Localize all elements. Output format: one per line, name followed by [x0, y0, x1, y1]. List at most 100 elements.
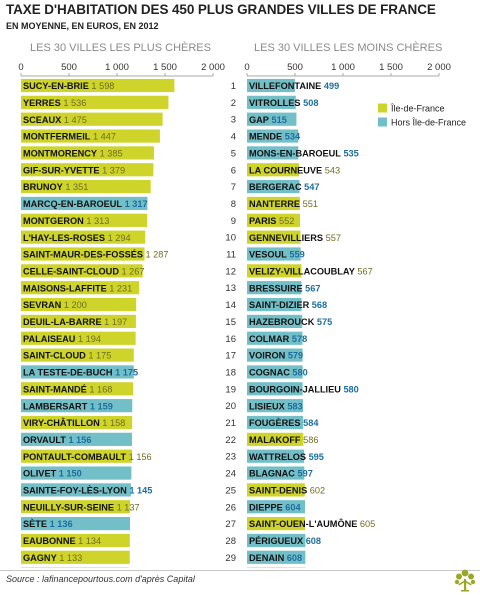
- right-bar-label: GAP 515: [249, 115, 287, 125]
- value-label: 567: [357, 266, 372, 276]
- city-name: VOIRON: [249, 351, 286, 361]
- left-bar-label: SAINTE-FOY-LÈS-LYON 1 145: [23, 485, 152, 496]
- right-bar: [247, 129, 299, 143]
- rank-number: 6: [231, 165, 236, 176]
- value-label: 1 536: [63, 98, 86, 108]
- value-label: 543: [325, 165, 340, 175]
- right-bar-label: SAINT-OUEN-L'AUMÔNE 605: [249, 518, 375, 529]
- city-name: LA TESTE-DE-BUCH: [23, 368, 113, 378]
- right-bar-label: PARIS 552: [249, 216, 294, 226]
- left-bar-label: SCEAUX 1 475: [23, 115, 87, 125]
- value-label: 608: [306, 536, 321, 546]
- rank-number: 2: [231, 98, 236, 109]
- value-label: 575: [317, 317, 332, 327]
- left-bar-label: VIRY-CHÂTILLON 1 158: [23, 417, 125, 428]
- city-name: SAINT-DENIS: [249, 486, 307, 496]
- legend-label: Hors Île-de-France: [391, 118, 466, 128]
- city-name: SAINT-OUEN-L'AUMÔNE: [249, 518, 357, 529]
- right-bar-label: SAINT-DENIS 602: [249, 486, 325, 496]
- rank-number: 7: [231, 182, 236, 193]
- value-label: 559: [289, 250, 304, 260]
- city-name: SÈTE: [23, 518, 47, 529]
- right-bar-label: SAINT-DIZIER 568: [249, 300, 327, 310]
- city-name: SAINTE-FOY-LÈS-LYON: [23, 485, 127, 496]
- value-label: 595: [309, 452, 324, 462]
- city-name: MALAKOFF: [249, 435, 301, 445]
- right-bar: [247, 432, 304, 446]
- left-bar-label: SEVRAN 1 200: [23, 300, 87, 310]
- right-bar: [247, 517, 306, 531]
- city-name: LAMBERSART: [23, 401, 88, 411]
- city-name: GIF-SUR-YVETTE: [23, 165, 100, 175]
- left-x-tick-label: 1 500: [153, 62, 177, 73]
- right-bar: [247, 466, 305, 480]
- value-label: 1 145: [129, 486, 152, 496]
- city-name: VIRY-CHÂTILLON: [23, 417, 100, 428]
- right-bar: [247, 180, 300, 194]
- city-name: SAINT-DIZIER: [249, 300, 310, 310]
- source-note: Source : lafinancepourtous.com d'après C…: [6, 574, 195, 584]
- left-bar: [21, 466, 132, 480]
- value-label: 579: [288, 351, 303, 361]
- city-name: LA COURNEUVE: [249, 165, 322, 175]
- left-bar-label: DEUIL-LA-BARRE 1 197: [23, 317, 127, 327]
- left-bar: [21, 78, 175, 93]
- rank-number: 9: [231, 216, 236, 227]
- rank-number: 1: [231, 81, 236, 92]
- right-bar-label: COLMAR 578: [249, 334, 307, 344]
- right-bar-label: GENNEVILLIERS 557: [249, 233, 341, 243]
- right-bar: [247, 264, 302, 278]
- value-label: 499: [324, 81, 339, 91]
- right-bar: [247, 146, 299, 160]
- left-bar: [21, 129, 160, 143]
- value-label: 578: [292, 334, 307, 344]
- left-bar: [21, 517, 131, 531]
- city-name: MONS-EN-BAROEUL: [249, 149, 341, 159]
- city-name: SAINT-CLOUD: [23, 351, 86, 361]
- right-x-tick-label: 0: [244, 62, 249, 73]
- value-label: 1 137: [117, 502, 140, 512]
- rank-number: 21: [225, 418, 236, 429]
- city-name: NEUILLY-SUR-SEINE: [23, 502, 114, 512]
- value-label: 1 379: [102, 165, 125, 175]
- city-name: BRESSUIRE: [249, 283, 303, 293]
- city-name: VILLEFONTAINE: [249, 81, 321, 91]
- left-bar-label: ORVAULT 1 156: [23, 435, 91, 445]
- city-name: ORVAULT: [23, 435, 66, 445]
- tree-icon: [454, 569, 476, 592]
- city-name: LISIEUX: [249, 401, 286, 411]
- value-label: 557: [326, 233, 341, 243]
- left-x-tick-label: 1 000: [105, 62, 129, 73]
- rank-number: 11: [226, 250, 236, 261]
- value-label: 580: [292, 368, 307, 378]
- city-name: MONTFERMEIL: [23, 132, 91, 142]
- left-bar-label: SAINT-MANDÉ 1 168: [23, 383, 112, 394]
- right-bar: [247, 449, 305, 463]
- value-label: 1 150: [59, 469, 82, 479]
- city-name: BERGERAC: [249, 182, 302, 192]
- right-bar-label: PÉRIGUEUX 608: [249, 535, 321, 546]
- left-bar-label: LA TESTE-DE-BUCH 1 175: [23, 368, 138, 378]
- value-label: 602: [310, 486, 325, 496]
- value-label: 604: [285, 502, 301, 512]
- value-label: 568: [312, 300, 327, 310]
- city-name: SCEAUX: [23, 115, 62, 125]
- left-bar: [21, 432, 132, 446]
- left-bar-label: LAMBERSART 1 159: [23, 401, 113, 411]
- left-bar: [21, 196, 148, 211]
- city-name: GENNEVILLIERS: [249, 233, 323, 243]
- right-bar: [247, 365, 303, 379]
- value-label: 1 317: [125, 199, 148, 209]
- rank-number: 25: [225, 485, 236, 496]
- left-bar-label: MONTMORENCY 1 385: [23, 149, 123, 159]
- right-bar-label: DIEPPE 604: [249, 502, 301, 512]
- value-label: 586: [303, 435, 318, 445]
- rank-number: 14: [225, 300, 236, 311]
- city-name: MONTMORENCY: [23, 149, 97, 159]
- rank-number: 5: [231, 148, 236, 159]
- right-bar-label: VESOUL 559: [249, 250, 305, 260]
- rank-number: 29: [225, 553, 236, 564]
- rank-number: 16: [225, 334, 236, 345]
- right-bar-label: NANTERRE 551: [249, 199, 318, 209]
- right-bar: [247, 415, 304, 430]
